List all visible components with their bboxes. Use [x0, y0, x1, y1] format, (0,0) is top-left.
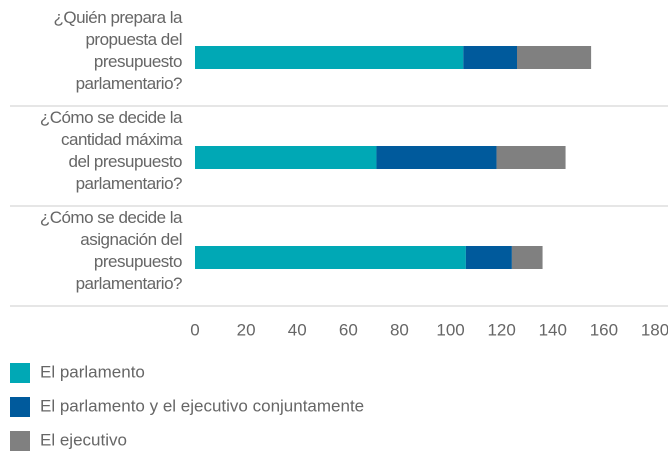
x-tick-label: 40 [288, 320, 307, 339]
bar-segment [195, 46, 464, 69]
bar-segment [517, 46, 592, 69]
legend-label: El ejecutivo [40, 430, 127, 449]
legend-swatch [10, 431, 30, 451]
bar-segment [511, 246, 543, 269]
x-tick-label: 60 [339, 320, 358, 339]
x-tick-label: 120 [487, 320, 515, 339]
bar-segment [463, 46, 517, 69]
bar-segment [195, 146, 377, 169]
bar-segment [195, 246, 466, 269]
bar-segment [376, 146, 497, 169]
x-tick-label: 160 [590, 320, 618, 339]
x-tick-label: 140 [539, 320, 567, 339]
legend-label: El parlamento y el ejecutivo conjuntamen… [40, 396, 364, 415]
x-tick-label: 100 [436, 320, 464, 339]
legend-swatch [10, 363, 30, 383]
legend-label: El parlamento [40, 362, 145, 381]
legend-swatch [10, 397, 30, 417]
x-tick-label: 80 [390, 320, 409, 339]
bar-segment [496, 146, 566, 169]
category-label: ¿Cómo se decide la asignación del presup… [39, 208, 183, 293]
x-tick-label: 20 [237, 320, 256, 339]
category-label: ¿Cómo se decide la cantidad máxima del p… [39, 108, 183, 193]
x-tick-label: 180 [641, 320, 668, 339]
x-tick-label: 0 [190, 320, 199, 339]
bar-segment [465, 246, 512, 269]
category-label: ¿Quién prepara la propuesta del presupue… [53, 8, 182, 93]
